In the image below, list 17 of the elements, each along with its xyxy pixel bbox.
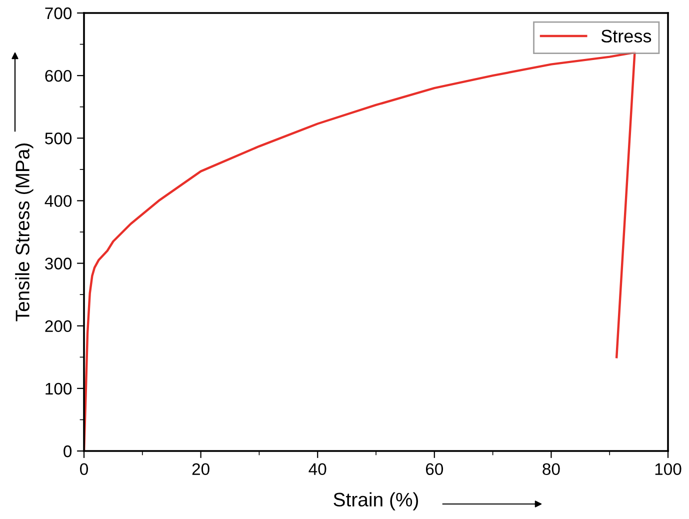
y-tick-label: 600 <box>45 70 72 82</box>
y-tick-label: 200 <box>45 320 72 332</box>
x-tick-label: 100 <box>655 463 682 476</box>
y-tick-label: 300 <box>45 258 72 270</box>
legend-label: Stress <box>601 30 652 43</box>
x-tick-label: 20 <box>192 463 210 476</box>
y-tick-label: 700 <box>45 7 72 20</box>
x-axis-title: Strain (%) <box>334 492 418 510</box>
y-tick-label: 500 <box>45 132 72 144</box>
x-tick-label: 60 <box>426 463 444 476</box>
y-tick-label: 100 <box>46 382 72 395</box>
x-tick-label: 40 <box>308 463 326 476</box>
y-tick-label: 400 <box>44 195 72 207</box>
y-tick-label: 0 <box>64 445 72 458</box>
y-axis-title: Tensile Stress (MPa) <box>15 144 34 322</box>
x-tick-label: 0 <box>80 463 88 476</box>
x-tick-label: 80 <box>542 463 560 476</box>
